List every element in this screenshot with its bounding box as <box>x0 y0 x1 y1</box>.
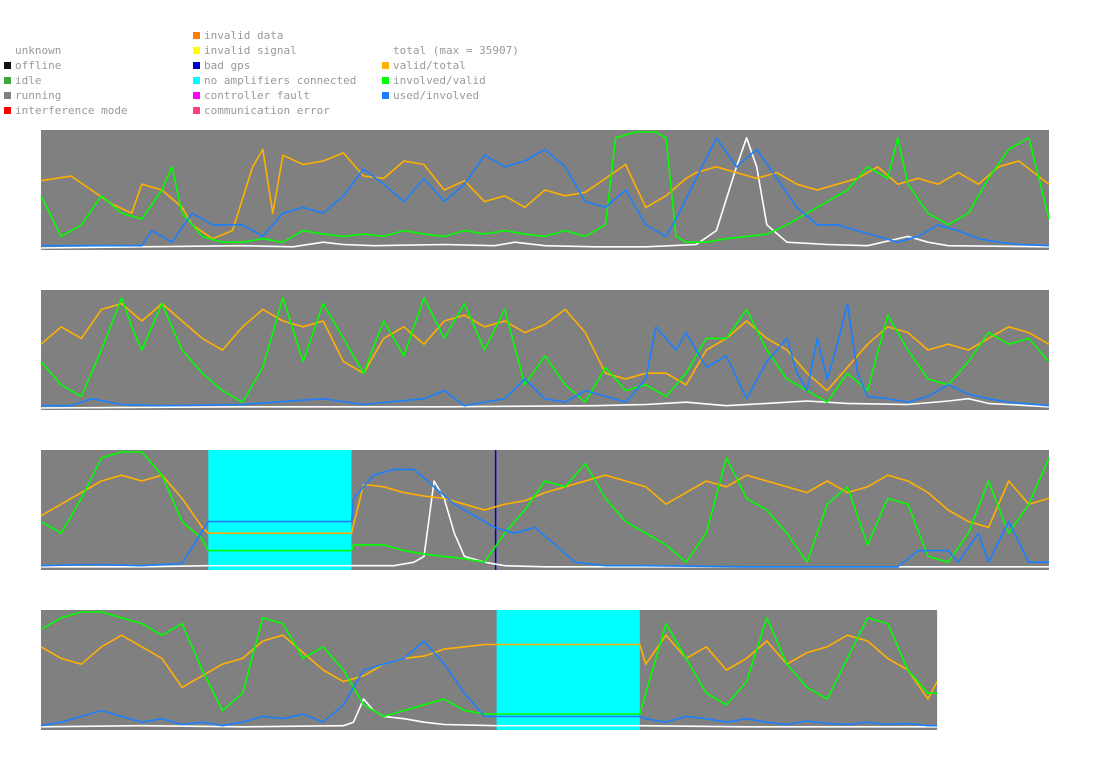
legend-item-total-max-35907-: total (max = 35907) <box>382 44 519 58</box>
chart-panel-4 <box>40 610 938 730</box>
legend-label: valid/total <box>393 59 466 72</box>
legend-label: controller fault <box>204 89 310 102</box>
panel-background <box>41 290 1049 410</box>
legend-item-valid-total: valid/total <box>382 59 466 73</box>
legend-item-invalid-data: invalid data <box>193 29 283 43</box>
series-valid-total-line <box>40 148 1050 240</box>
legend-swatch <box>4 62 11 69</box>
legend-item-used-involved: used/involved <box>382 89 479 103</box>
series-used-involved-line <box>40 468 1049 568</box>
legend-swatch <box>193 77 200 84</box>
series-total-line <box>41 480 1049 568</box>
legend-item-invalid-signal: invalid signal <box>193 44 297 58</box>
legend-label: bad gps <box>204 59 251 72</box>
legend-label: involved/valid <box>393 74 486 87</box>
series-involved-valid-line <box>40 451 1050 563</box>
legend-label: interference mode <box>15 104 128 117</box>
series-valid-total-line <box>40 302 1050 392</box>
legend-swatch <box>193 62 200 69</box>
legend-item-no-amplifiers-connected: no amplifiers connected <box>193 74 356 88</box>
series-used-involved-line <box>41 137 1050 247</box>
legend-item-offline: offline <box>4 59 61 73</box>
legend-item-unknown: unknown <box>4 44 61 58</box>
legend-label: unknown <box>15 44 62 57</box>
chart-panel-2 <box>40 290 1050 410</box>
legend-item-communication-error: communication error <box>193 104 330 118</box>
panel-background <box>41 450 1049 570</box>
no-amplifiers-segment <box>208 450 352 570</box>
series-involved-valid-line <box>40 297 1050 403</box>
series-used-involved-line <box>41 302 1050 407</box>
legend-swatch <box>382 77 389 84</box>
legend-label: no amplifiers connected <box>204 74 357 87</box>
series-total-line <box>40 397 1050 409</box>
no-amplifiers-segment <box>496 610 640 730</box>
panel-background <box>41 610 938 730</box>
legend-label: total (max = 35907) <box>393 44 519 57</box>
legend-swatch <box>193 92 200 99</box>
legend-item-bad-gps: bad gps <box>193 59 250 73</box>
legend-item-interference-mode: interference mode <box>4 104 128 118</box>
legend-swatch <box>4 92 11 99</box>
legend-swatch <box>382 62 389 69</box>
legend-label: invalid signal <box>204 44 297 57</box>
legend-swatch <box>193 32 200 39</box>
legend-swatch <box>4 47 11 54</box>
legend-label: running <box>15 89 62 102</box>
legend-item-running: running <box>4 89 61 103</box>
legend-label: used/involved <box>393 89 480 102</box>
chart-panel-1 <box>40 130 1050 250</box>
legend-item-involved-valid: involved/valid <box>382 74 486 88</box>
legend-item-idle: idle <box>4 74 42 88</box>
legend-label: invalid data <box>204 29 284 42</box>
series-valid-total-line <box>40 634 938 700</box>
legend-swatch <box>193 107 200 114</box>
legend-swatch <box>4 107 11 114</box>
legend-item-controller-fault: controller fault <box>193 89 310 103</box>
legend-label: offline <box>15 59 62 72</box>
legend-swatch <box>4 77 11 84</box>
chart-panel-3 <box>40 450 1050 570</box>
series-total-line <box>40 137 1050 249</box>
series-involved-valid-line <box>40 131 1050 243</box>
legend-label: idle <box>15 74 42 87</box>
legend-swatch <box>382 92 389 99</box>
series-valid-total-line <box>40 474 1050 534</box>
legend-swatch <box>193 47 200 54</box>
legend-label: communication error <box>204 104 330 117</box>
series-involved-valid-line <box>40 611 938 718</box>
series-used-involved-line <box>40 640 938 727</box>
